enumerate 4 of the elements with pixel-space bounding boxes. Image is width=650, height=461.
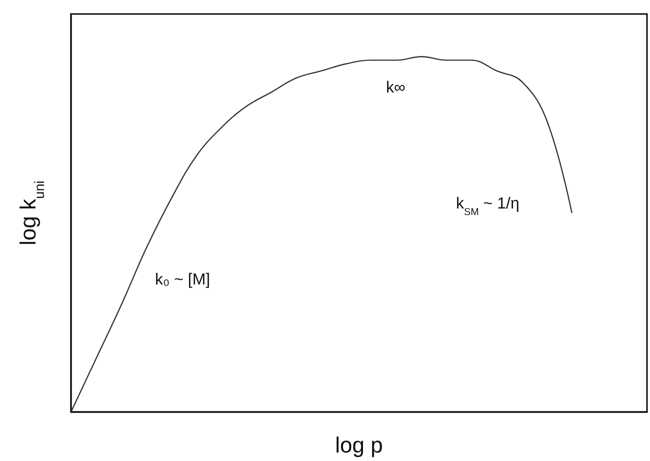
y-axis-title: log kuni: [16, 180, 48, 246]
annotation: k∞: [386, 80, 406, 96]
annotation: k₀ ~ [M]: [155, 272, 210, 288]
x-axis-title: log p: [335, 432, 383, 458]
